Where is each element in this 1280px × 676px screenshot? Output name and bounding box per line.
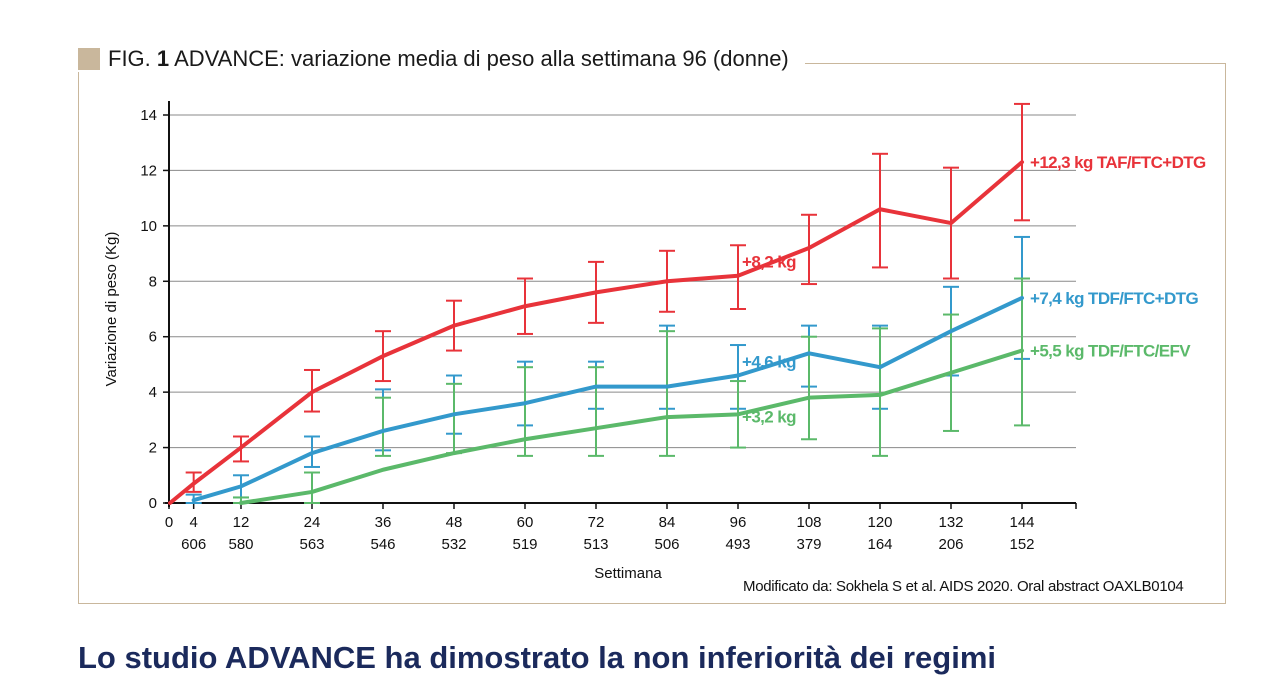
y-tick-label-4: 4 [149, 384, 157, 401]
y-tick-label-10: 10 [140, 218, 157, 235]
n-at-risk-label: 546 [370, 536, 395, 553]
x-axis-title: Settimana [594, 565, 662, 582]
x-tick-label-120: 120 [867, 514, 892, 531]
figure-marker-square [78, 48, 100, 70]
x-tick-label-72: 72 [588, 514, 605, 531]
n-at-risk-label: 506 [654, 536, 679, 553]
series-line-tdf-ftc-dtg [191, 295, 1024, 503]
series-layer [168, 102, 1030, 505]
annotation-taf-ftc-dtg: +8,2 kg [742, 253, 796, 272]
x-tick-label-108: 108 [796, 514, 821, 531]
x-tick-label-144: 144 [1009, 514, 1034, 531]
figure-title: FIG. 1 ADVANCE: variazione media di peso… [108, 46, 789, 72]
n-at-risk-label: 513 [583, 536, 608, 553]
n-at-risk-label: 532 [441, 536, 466, 553]
x-tick-label-48: 48 [446, 514, 463, 531]
x-tick-label-96: 96 [730, 514, 747, 531]
n-at-risk-label: 164 [867, 536, 892, 553]
x-tick-label-60: 60 [517, 514, 534, 531]
n-at-risk-label: 493 [725, 536, 750, 553]
y-tick-label-8: 8 [149, 273, 157, 290]
x-tick-label-24: 24 [304, 514, 321, 531]
y-tick-label-0: 0 [149, 495, 157, 512]
annotation-tdf-ftc-dtg: +7,4 kg TDF/FTC+DTG [1030, 289, 1198, 308]
x-tick-label-36: 36 [375, 514, 392, 531]
figure-header: FIG. 1 ADVANCE: variazione media di peso… [78, 46, 805, 72]
n-at-risk-label: 519 [512, 536, 537, 553]
article-heading: Lo studio ADVANCE ha dimostrato la non i… [78, 640, 997, 675]
grid-layer [169, 114, 1076, 449]
annotation-taf-ftc-dtg: +12,3 kg TAF/FTC+DTG [1030, 153, 1206, 172]
y-axis-title: Variazione di peso (Kg) [103, 232, 120, 387]
n-at-risk-label: 379 [796, 536, 821, 553]
x-tick-label-12: 12 [233, 514, 250, 531]
x-tick-label-84: 84 [659, 514, 676, 531]
figure-title-text: ADVANCE: variazione media di peso alla s… [174, 46, 789, 71]
x-tick-label-132: 132 [938, 514, 963, 531]
series-line-taf-ftc-dtg [168, 160, 1024, 505]
y-tick-label-6: 6 [149, 329, 157, 346]
n-at-risk-label: 580 [228, 536, 253, 553]
figure-label-prefix: FIG. [108, 46, 151, 71]
source-note: Modificato da: Sokhela S et al. AIDS 202… [743, 578, 1184, 595]
y-tick-label-2: 2 [149, 440, 157, 457]
figure-label-number: 1 [156, 46, 170, 71]
annotation-tdf-ftc-efv: +5,5 kg TDF/FTC/EFV [1030, 342, 1191, 361]
annotation-tdf-ftc-dtg: +4,6 kg [742, 353, 796, 372]
n-at-risk-label: 563 [299, 536, 324, 553]
n-at-risk-label: 206 [938, 536, 963, 553]
n-at-risk-label: 606 [181, 536, 206, 553]
label-layer: +8,2 kg +12,3 kg TAF/FTC+DTG +4,6 kg +7,4 k… [742, 153, 1207, 426]
y-tick-label-14: 14 [140, 107, 157, 124]
n-at-risk-label: 152 [1009, 536, 1034, 553]
y-tick-label-12: 12 [140, 162, 157, 179]
x-tick-label-4: 4 [189, 514, 197, 531]
series-line-tdf-ftc-efv [239, 348, 1024, 505]
annotation-tdf-ftc-efv: +3,2 kg [742, 407, 796, 426]
x-tick-label-0: 0 [165, 514, 173, 531]
